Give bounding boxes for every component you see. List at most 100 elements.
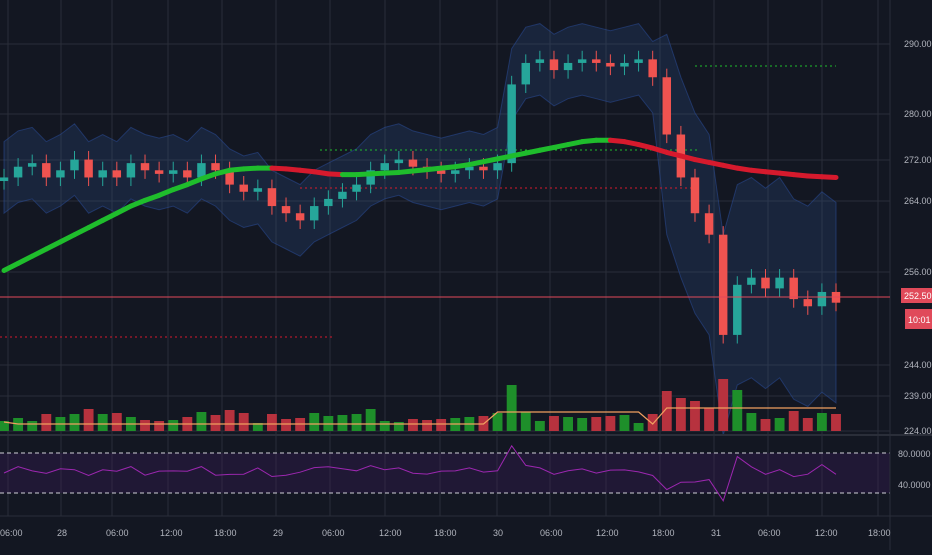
candle-body	[563, 62, 573, 71]
candle-body	[408, 159, 418, 167]
candle-body	[112, 170, 122, 178]
candle-body	[352, 184, 361, 192]
time-tick: 12:00	[596, 528, 619, 538]
price-tick: 272.00	[904, 155, 932, 165]
moving-average-line	[1, 137, 839, 273]
rsi-axis[interactable]: 80.0000 40.0000	[898, 449, 931, 490]
time-tick: 06:00	[540, 528, 563, 538]
candle-body	[324, 198, 333, 207]
candle-body	[140, 163, 150, 171]
volume-bar	[802, 418, 813, 431]
volume-bar	[774, 418, 785, 431]
price-axis[interactable]: 290.00 280.00 272.00 264.00 256.00 244.0…	[904, 39, 932, 436]
volume-bar	[69, 414, 80, 431]
candle-body	[70, 159, 79, 171]
volume-bar	[196, 412, 207, 431]
volume-bar	[788, 411, 799, 431]
volume-bar	[266, 414, 277, 431]
rsi-band	[0, 453, 890, 493]
candle-body	[465, 166, 474, 171]
volume-bar	[210, 415, 221, 431]
volume-bar	[27, 421, 38, 431]
ma-segment	[15, 253, 35, 266]
volume-bar	[563, 417, 574, 431]
ma-segment	[1, 260, 21, 273]
candle-body	[775, 277, 784, 289]
volume-bar	[760, 419, 771, 431]
volume-bar	[661, 391, 672, 431]
volume-bar	[281, 419, 291, 431]
volume-bar	[746, 413, 757, 431]
candle-body	[168, 170, 178, 174]
time-tick: 12:00	[160, 528, 183, 538]
volume-bar	[591, 417, 602, 431]
candle-body	[704, 213, 714, 235]
candle-body	[747, 277, 756, 285]
rsi-pane	[0, 444, 890, 502]
volume-bar	[647, 414, 658, 431]
volume-bar	[140, 420, 150, 431]
price-tick: 244.00	[904, 360, 932, 370]
candlestick-series[interactable]	[0, 50, 841, 344]
candle-body	[718, 234, 728, 335]
price-tick: 256.00	[904, 267, 932, 277]
price-tick: 239.00	[904, 391, 932, 401]
candle-body	[183, 170, 192, 178]
volume-bar	[41, 414, 52, 431]
candle-body	[803, 299, 813, 307]
bollinger-band-shading	[3, 23, 837, 436]
candle-body	[690, 177, 700, 214]
candle-body	[535, 59, 545, 63]
ma-segment	[100, 210, 120, 223]
time-tick: 18:00	[434, 528, 457, 538]
volume-bar	[351, 414, 362, 431]
volume-bar	[520, 412, 531, 431]
candle-body	[310, 206, 319, 221]
candle-body	[436, 170, 446, 174]
candle-body	[154, 170, 164, 174]
candle-body	[42, 163, 51, 178]
ma-segment	[156, 187, 176, 198]
ma-segment	[128, 197, 148, 209]
time-tick: 30	[493, 528, 503, 538]
volume-bar	[379, 421, 390, 431]
volume-bar	[97, 414, 108, 431]
time-tick: 12:00	[815, 528, 838, 538]
volume-bar	[365, 409, 376, 431]
candle-body	[662, 77, 672, 135]
time-axis[interactable]: 06:00 28 06:00 12:00 18:00 29 06:00 12:0…	[0, 528, 891, 538]
candle-body	[211, 163, 220, 171]
candle-body	[126, 163, 136, 178]
volume-bar	[492, 413, 503, 431]
candle-body	[761, 277, 770, 289]
price-tick: 264.00	[904, 196, 932, 206]
candle-body	[620, 62, 629, 67]
candle-body	[648, 59, 657, 78]
ma-segment	[184, 176, 204, 188]
ma-segment	[57, 232, 78, 245]
candle-body	[380, 163, 389, 171]
candle-body	[366, 170, 375, 185]
volume-bar	[408, 419, 418, 431]
ma-segment	[114, 203, 134, 216]
time-tick: 06:00	[0, 528, 23, 538]
volume-bar	[224, 410, 235, 431]
countdown-badge	[905, 309, 932, 329]
volume-bar	[633, 423, 644, 431]
volume-bar	[238, 413, 249, 431]
time-tick: 12:00	[379, 528, 402, 538]
volume-bar	[154, 421, 165, 431]
candle-body	[253, 188, 263, 192]
time-tick: 18:00	[652, 528, 675, 538]
volume-ma-line	[3, 407, 836, 425]
volume-bar	[704, 408, 715, 431]
candle-body	[267, 188, 277, 207]
candle-body	[592, 59, 601, 63]
candle-countdown: 10:01	[908, 315, 931, 325]
volume-bar	[393, 422, 404, 431]
volume-bar	[252, 423, 263, 431]
candle-body	[98, 170, 107, 178]
